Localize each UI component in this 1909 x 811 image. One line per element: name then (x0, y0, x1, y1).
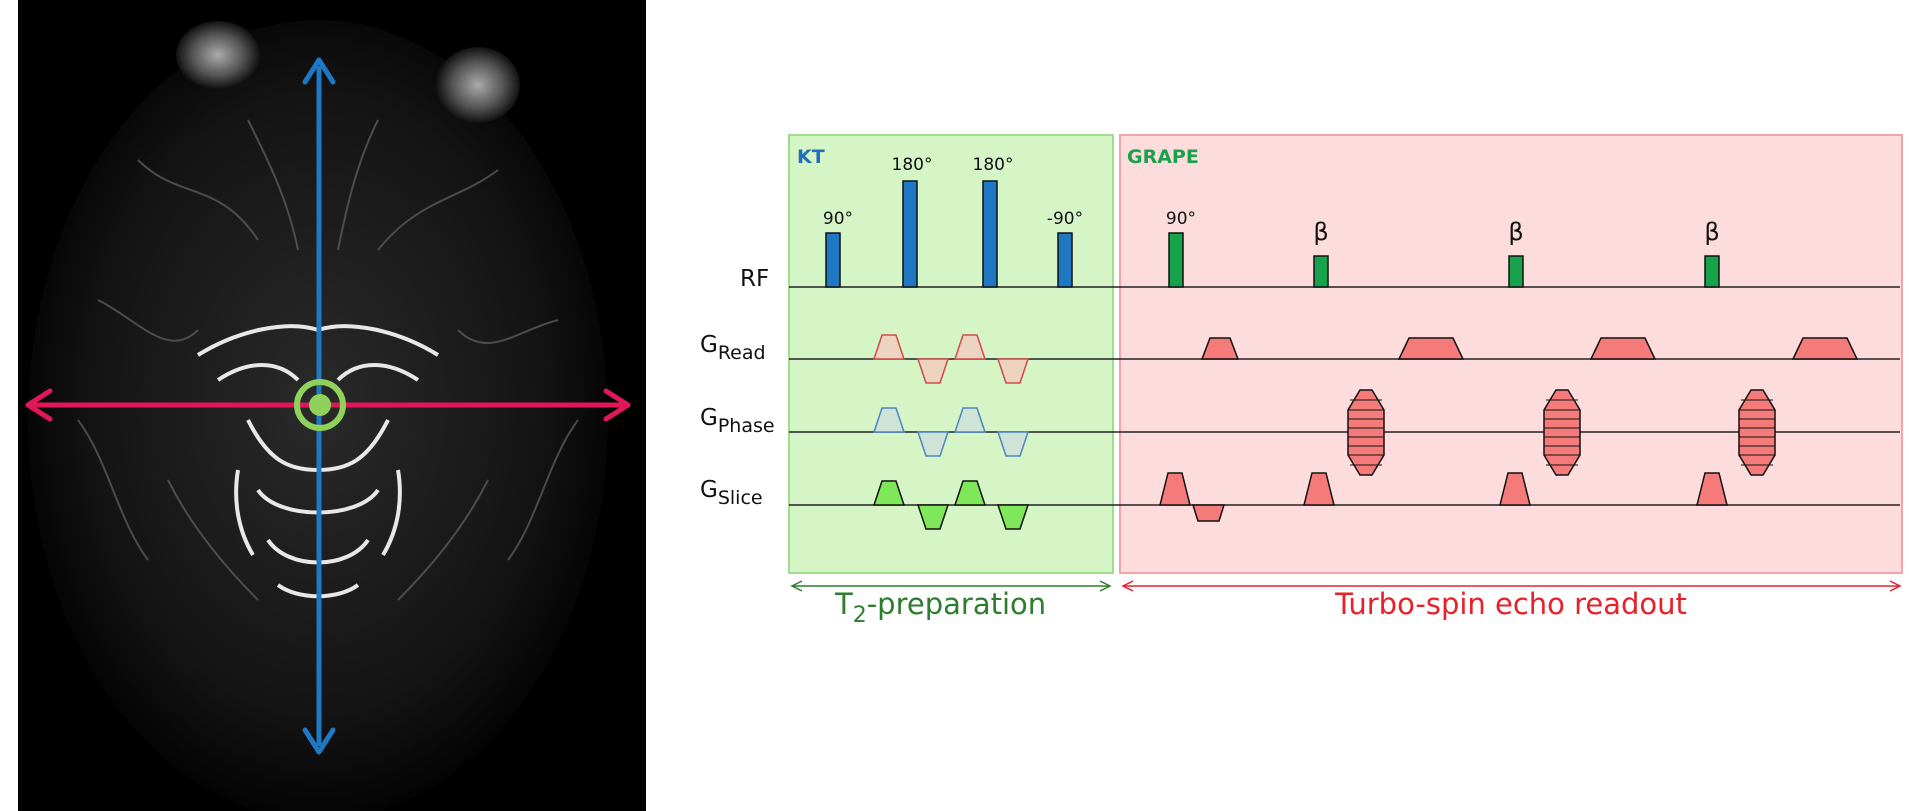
grape-pulse-beta-3 (1704, 255, 1720, 288)
tse-read-lobe-1 (1200, 337, 1240, 360)
phase-encode-blips (1347, 389, 1776, 476)
kt-pulse-180-a (902, 180, 918, 288)
kt-phase-lobe-neg-1 (916, 431, 950, 457)
tse-slice-lobe-3 (1499, 472, 1531, 506)
kt-slice-lobe-neg-1 (916, 504, 950, 530)
kt-box (788, 134, 1114, 574)
target-ring (294, 379, 346, 431)
kt-slice-lobe-neg-2 (996, 504, 1030, 530)
tse-slice-lobe-4 (1696, 472, 1728, 506)
grape-title: GRAPE (1127, 146, 1199, 168)
tse-read-lobe-2 (1397, 337, 1465, 360)
kt-phase-lobe-pos-1 (872, 407, 906, 433)
kt-slice-lobe-pos-1 (872, 480, 906, 506)
tse-phase-blip-1 (1347, 389, 1385, 476)
mri-brain-svg (18, 0, 646, 811)
t2prep-span-arrow (790, 580, 1112, 592)
grape-pulse-beta-1 (1313, 255, 1329, 288)
kt-read-lobe-neg-1 (916, 358, 950, 384)
kt-phase-lobe-pos-2 (953, 407, 987, 433)
tse-phase-blip-2 (1543, 389, 1581, 476)
t2prep-label: T2-preparation (834, 587, 1046, 628)
tse-phase-blip-3 (1738, 389, 1776, 476)
pulse-sequence-diagram: KT GRAPE RF GRead GPhase GSlice 90° 180°… (700, 134, 1903, 628)
kt-phase-lobe-neg-2 (996, 431, 1030, 457)
grape-pulse-beta-1-label: β (1313, 218, 1328, 246)
kt-read-lobe-pos-2 (953, 334, 987, 360)
tse-read-lobe-3 (1589, 337, 1657, 360)
g-slice-row-label: GSlice (700, 477, 763, 509)
kt-pulse-90 (825, 232, 841, 288)
kt-read-lobe-neg-2 (996, 358, 1030, 384)
rf-row-label: RF (740, 266, 769, 292)
grape-pulse-beta-3-label: β (1704, 218, 1719, 246)
kt-pulse-180-b (982, 180, 998, 288)
grape-pulse-beta-2 (1508, 255, 1524, 288)
g-phase-row-label: GPhase (700, 405, 775, 437)
tse-span-arrow (1121, 580, 1902, 592)
tse-slice-rephase (1191, 504, 1226, 522)
kt-pulse-180-b-label: 180° (973, 155, 1014, 175)
mri-axial-image (18, 0, 646, 811)
right-eye (436, 47, 520, 123)
tse-slice-lobe-1 (1159, 472, 1191, 506)
kt-title: KT (797, 146, 825, 168)
kt-slice-lobe-pos-2 (953, 480, 987, 506)
g-read-row-label: GRead (700, 332, 766, 364)
kt-pulse-180-a-label: 180° (892, 155, 933, 175)
kt-pulse-90-label: 90° (823, 209, 853, 229)
kt-read-lobe-pos-1 (872, 334, 906, 360)
kt-pulse-neg90 (1057, 232, 1073, 288)
kt-pulse-neg90-label: -90° (1047, 209, 1083, 229)
grape-box (1119, 134, 1903, 574)
tse-read-lobe-4 (1791, 337, 1859, 360)
grape-pulse-90 (1168, 232, 1184, 288)
target-dot (309, 394, 331, 416)
tse-slice-lobe-2 (1303, 472, 1335, 506)
left-eye (176, 21, 260, 89)
phase-blip-hatching (1348, 399, 1775, 466)
grape-pulse-90-label: 90° (1166, 209, 1196, 229)
vessel-texture (77, 119, 579, 601)
grape-pulse-beta-2-label: β (1508, 218, 1523, 246)
tse-label: Turbo-spin echo readout (1334, 587, 1687, 621)
